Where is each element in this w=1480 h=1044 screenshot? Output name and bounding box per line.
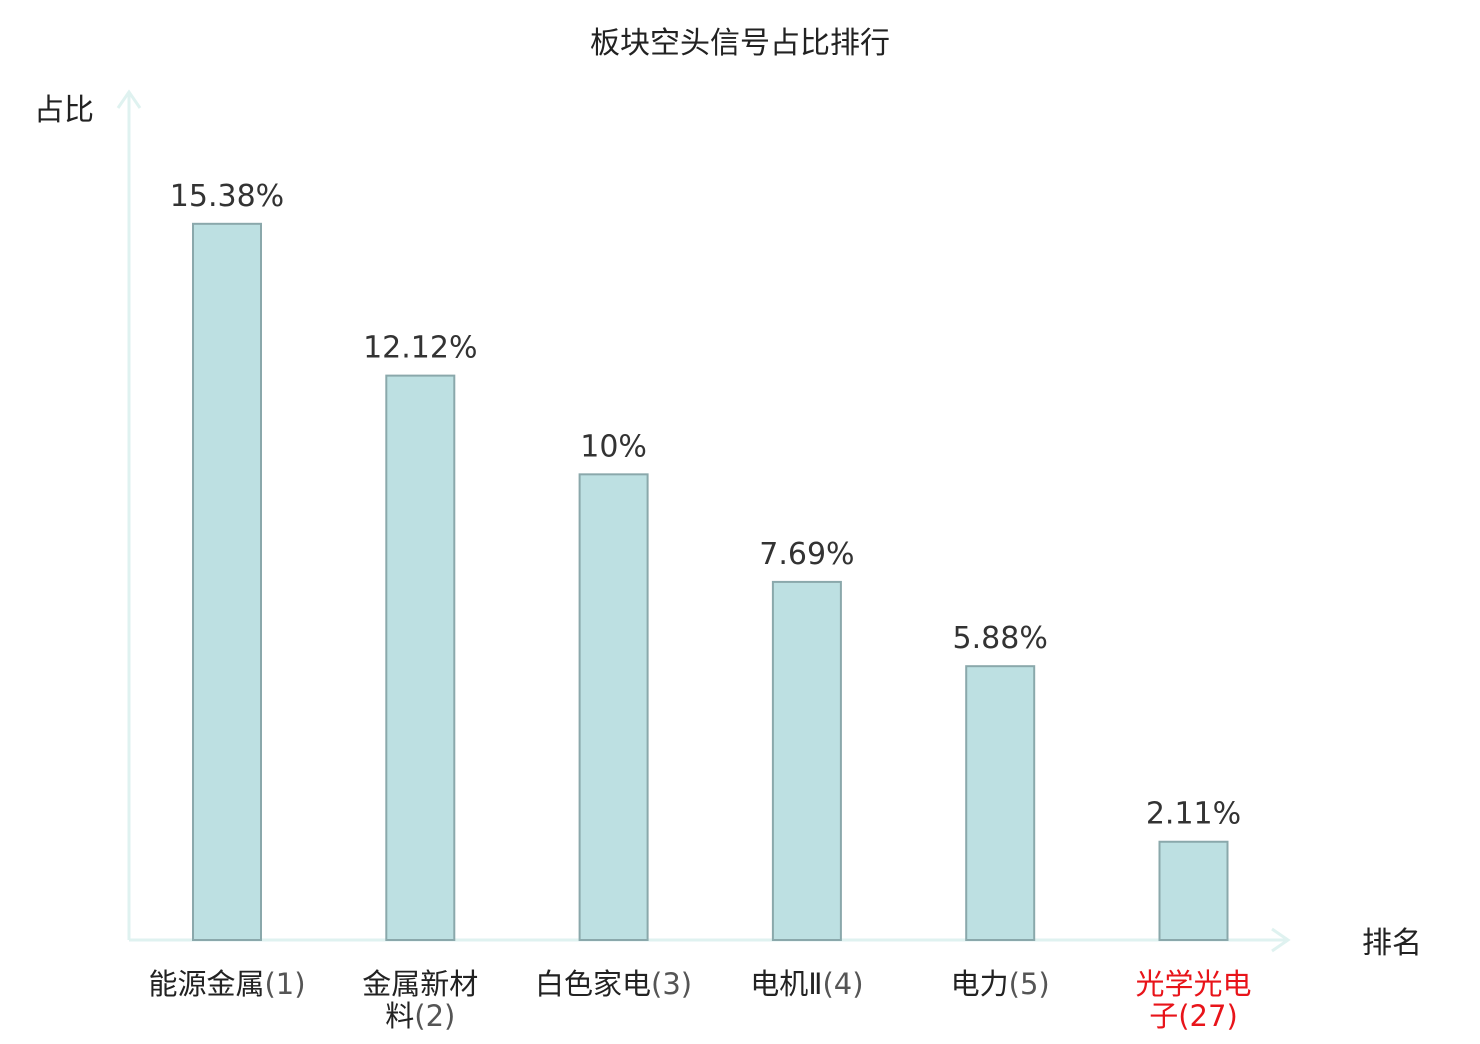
category-name: 能源金属 [148, 967, 264, 1001]
y-axis [116, 89, 142, 940]
category-name: 电力 [951, 967, 1009, 1001]
x-axis-arrow-icon [1271, 927, 1291, 953]
chart-title: 板块空头信号占比排行 [590, 26, 890, 61]
bar-value-label: 10% [580, 429, 647, 464]
x-tick-label: 电机Ⅱ(4) [750, 967, 863, 1001]
bar-value-label: 15.38% [170, 179, 284, 214]
bar [578, 473, 649, 941]
category-name: 子 [1149, 999, 1178, 1033]
y-axis-arrow-icon [116, 89, 142, 109]
x-tick-label: 白色家电(3) [535, 967, 692, 1001]
category-name: 料 [385, 999, 414, 1033]
category-name: 金属新材 [362, 967, 478, 1001]
category-rank: (27) [1178, 999, 1238, 1033]
x-tick-label: 电力(5) [951, 967, 1050, 1001]
x-tick-label: 能源金属(1) [148, 967, 305, 1001]
bar [192, 222, 262, 941]
bar-value-label: 7.69% [759, 537, 854, 572]
category-rank: (1) [264, 967, 305, 1001]
y-axis-label: 占比 [34, 93, 94, 128]
bar-value-label: 12.12% [363, 331, 477, 366]
x-tick-label: 料(2) [385, 999, 455, 1033]
category-rank: (2) [414, 999, 455, 1033]
bar [385, 374, 456, 941]
value-labels-layer: 15.38% 12.12% 10% 7.69% 5.88% 2.11% [170, 179, 1241, 832]
category-name: 电机Ⅱ [750, 967, 822, 1001]
bar-value-label: 5.88% [953, 621, 1048, 656]
bar-value-label: 2.11% [1146, 797, 1241, 832]
x-axis [129, 927, 1291, 953]
category-rank: (4) [822, 967, 863, 1001]
bars-layer [192, 222, 1229, 941]
x-tick-label: 子(27) [1149, 999, 1238, 1033]
x-tick-label: 金属新材 [362, 967, 478, 1001]
x-tick-label: 光学光电 [1135, 967, 1251, 1001]
bar [771, 580, 842, 941]
bar [1158, 840, 1229, 941]
bar [965, 665, 1036, 941]
category-rank: (3) [651, 967, 692, 1001]
category-rank: (5) [1009, 967, 1050, 1001]
x-axis-label: 排名 [1362, 926, 1422, 961]
category-name: 光学光电 [1135, 967, 1251, 1001]
category-name: 白色家电 [535, 967, 651, 1001]
